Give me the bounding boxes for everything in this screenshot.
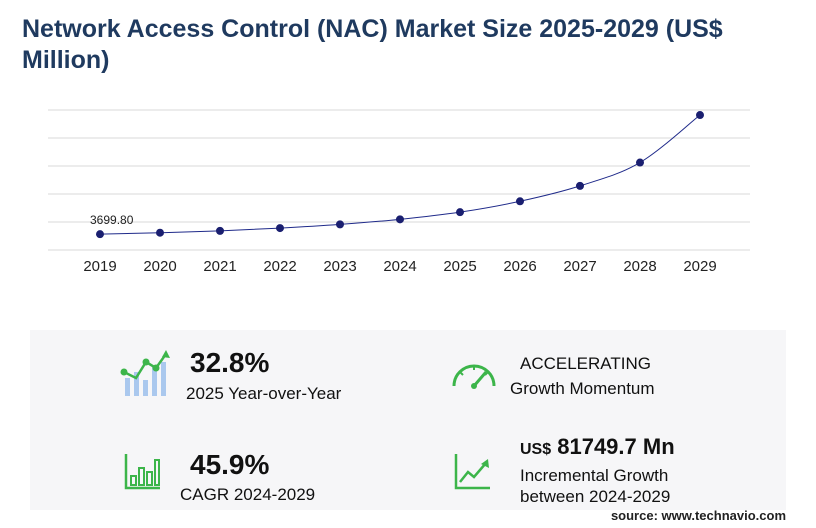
x-tick-label: 2023 (323, 258, 356, 275)
cagr-label: CAGR 2024-2029 (180, 485, 316, 504)
x-tick-label: 2019 (83, 258, 116, 275)
x-tick-label: 2021 (203, 258, 236, 275)
yoy-label: 2025 Year-over-Year (186, 384, 342, 403)
incremental-value: US$ 81749.7 Mn (520, 434, 675, 460)
data-point (696, 111, 704, 120)
x-tick-label: 2029 (683, 258, 716, 275)
data-point (336, 220, 344, 229)
bar-chart-icon (124, 454, 160, 490)
cagr-value: 45.9% (190, 449, 270, 480)
data-point (396, 215, 404, 224)
incremental-label-2: between 2024-2029 (520, 487, 671, 506)
data-point (156, 228, 164, 237)
data-point (636, 158, 644, 167)
x-tick-label: 2022 (263, 258, 296, 275)
x-tick-label: 2020 (143, 258, 176, 275)
data-point (576, 181, 584, 190)
line-chart: 2019 2020 2021 2022 2023 2024 2025 2026 2027 2028… (48, 109, 750, 275)
speedometer-icon (452, 364, 496, 389)
currency-label: US$ (520, 441, 552, 458)
incremental-amount: 81749.7 Mn (551, 434, 675, 459)
yoy-value: 32.8% (190, 347, 270, 378)
momentum-label: Growth Momentum (510, 379, 655, 398)
x-tick-label: 2027 (563, 258, 596, 275)
incremental-label-1: Incremental Growth (520, 466, 669, 485)
data-label: 3699.80 (90, 213, 134, 227)
data-labels: 3699.80 (90, 213, 134, 227)
momentum-title: ACCELERATING (520, 354, 651, 373)
data-point (96, 230, 104, 239)
x-tick-label: 2026 (503, 258, 536, 275)
x-tick-label: 2024 (383, 258, 416, 275)
grid-lines (48, 109, 750, 251)
x-tick-label: 2028 (623, 258, 656, 275)
source-credit: source: www.technavio.com (610, 508, 786, 523)
x-tick-label: 2025 (443, 258, 476, 275)
x-tick-labels: 2019 2020 2021 2022 2023 2024 2025 2026 2027 2028… (83, 258, 716, 275)
chart-title: Network Access Control (NAC) Market Size… (22, 15, 723, 74)
growth-bars-icon (120, 350, 170, 396)
data-point (456, 208, 464, 217)
data-point (276, 224, 284, 233)
trend-up-icon (454, 454, 490, 490)
data-point (516, 197, 524, 206)
series-markers (96, 111, 704, 239)
data-point (216, 226, 224, 235)
